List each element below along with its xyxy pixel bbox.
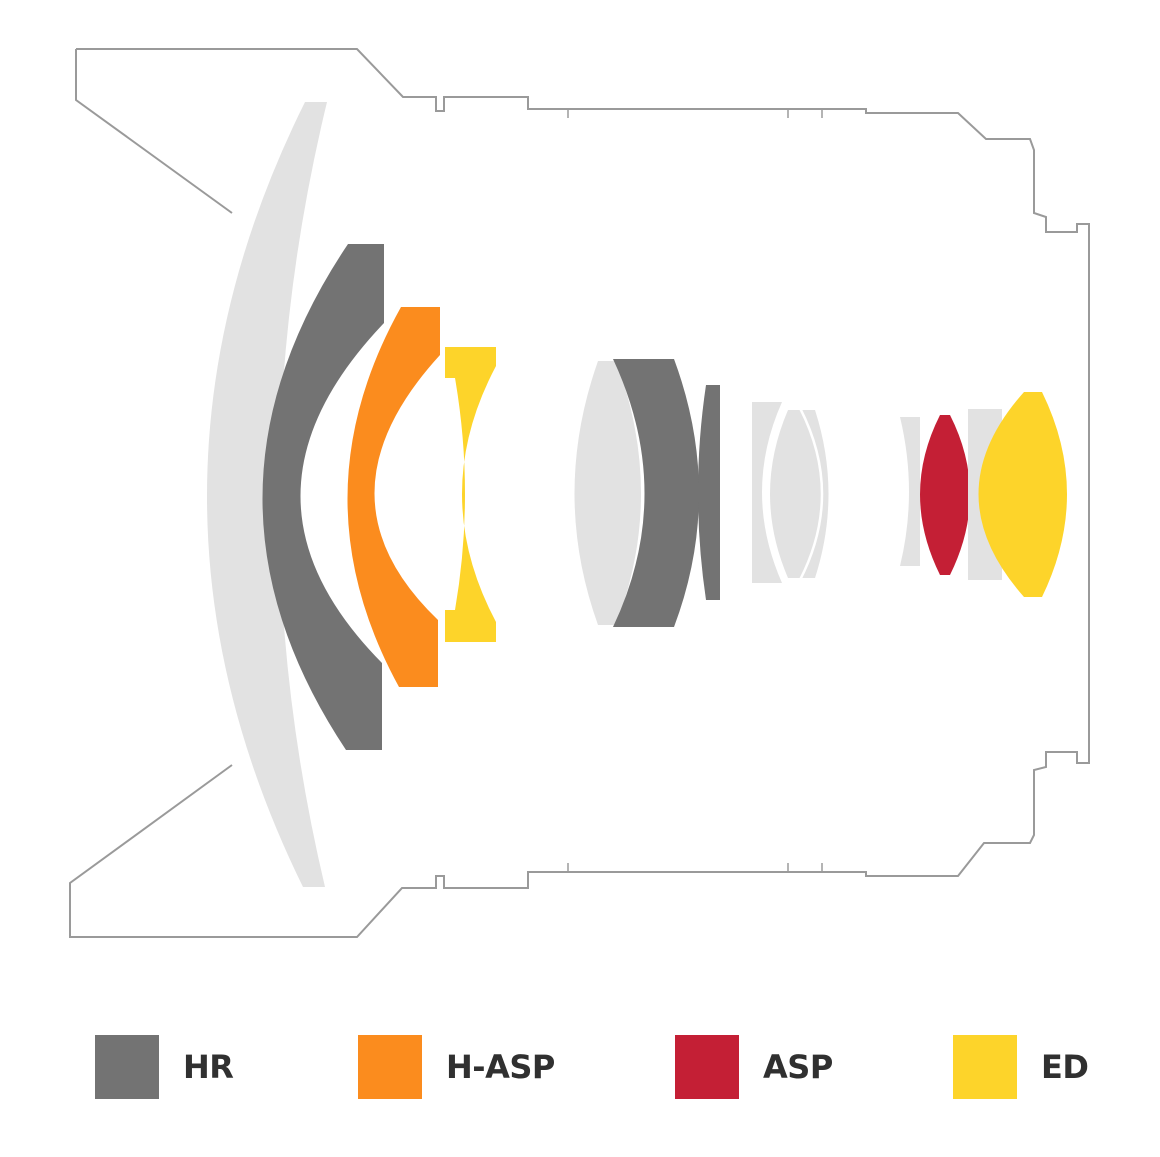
lens-element-hr-1 [262,244,384,750]
legend-label-hr: HR [183,1048,234,1086]
lens-element-hr-3 [698,385,720,600]
lens-element-ed-2 [978,392,1067,597]
legend-label-ed: ED [1041,1048,1089,1086]
lens-element-plain-thin [900,417,920,566]
lens-element-h-asp [347,307,440,687]
legend-item-h-asp: H-ASP [358,1034,555,1100]
lens-element-plain-doublet-front [752,402,782,583]
lens-doublet-edge-lines [764,407,824,581]
legend-swatch-asp [675,1035,739,1099]
legend-swatch-hr [95,1035,159,1099]
legend-label-asp: ASP [763,1048,833,1086]
lens-element-plain-biconvex [574,361,641,625]
legend-label-h-asp: H-ASP [446,1048,555,1086]
legend-item-hr: HR [95,1034,234,1100]
legend-swatch-h-asp [358,1035,422,1099]
lens-element-asp [920,415,970,575]
legend-item-asp: ASP [675,1034,833,1100]
lens-element-plain-doublet-rear [770,410,829,578]
lens-barrel-outline [69,48,1090,938]
lens-element-ed-1 [445,347,496,642]
legend-item-ed: ED [953,1034,1089,1100]
lens-element-hr-2 [613,359,699,627]
barrel-ticks [567,109,823,872]
legend-swatch-ed [953,1035,1017,1099]
